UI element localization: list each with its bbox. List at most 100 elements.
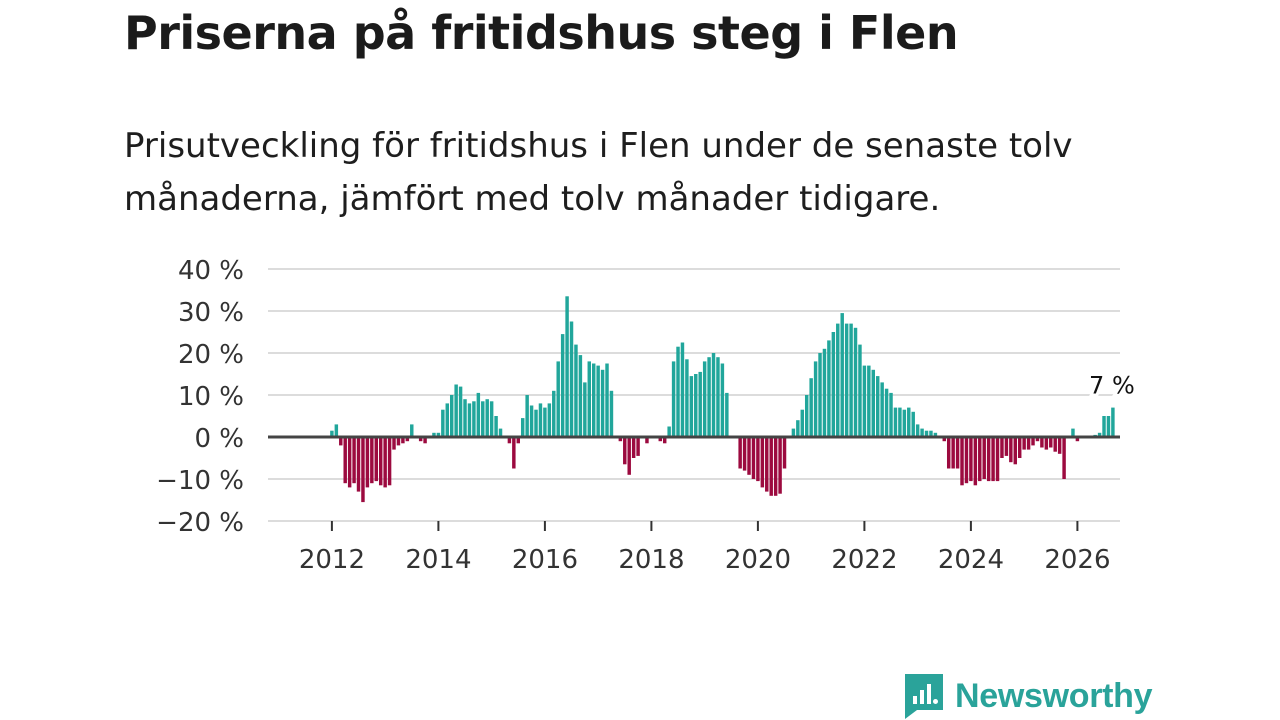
bar	[809, 378, 813, 437]
bar	[352, 437, 356, 484]
bar	[986, 437, 991, 482]
bar	[605, 363, 609, 437]
bar	[849, 323, 853, 437]
y-tick-label: 0 %	[194, 424, 244, 454]
bar	[867, 365, 871, 437]
bar	[472, 401, 476, 437]
labels: 40 % 30 % 20 % 10 % 0 % −10 % −20 % 2012 2014 201…	[156, 256, 1138, 575]
bar	[405, 437, 410, 442]
bar	[534, 409, 538, 437]
bar	[609, 390, 614, 437]
bar	[578, 355, 583, 437]
bar	[973, 437, 978, 486]
bar	[778, 437, 782, 494]
bar	[441, 409, 445, 437]
bar	[1053, 437, 1057, 452]
bar	[875, 376, 880, 437]
bar	[946, 437, 951, 469]
y-tick-label: −10 %	[156, 466, 244, 496]
bar	[347, 437, 352, 488]
bar	[991, 437, 995, 482]
bar	[569, 321, 574, 437]
bar	[1071, 428, 1075, 437]
bar	[392, 437, 396, 450]
bar	[596, 365, 600, 437]
bar	[827, 340, 831, 437]
bar	[520, 418, 525, 437]
bar	[702, 361, 707, 437]
bar	[498, 428, 503, 437]
bar	[378, 437, 383, 486]
bar	[374, 437, 378, 482]
bar	[964, 437, 969, 484]
bar	[423, 437, 427, 444]
bar	[893, 407, 898, 437]
chart-subtitle: Prisutveckling för fritidshus i Flen und…	[124, 126, 1073, 219]
bar	[898, 407, 902, 437]
bar	[804, 395, 809, 437]
bar	[618, 437, 623, 442]
chart-title: Priserna på fritidshus steg i Flen	[124, 6, 959, 60]
bar	[720, 363, 725, 437]
bar	[1026, 437, 1031, 450]
bar	[884, 388, 889, 437]
y-tick-label: 20 %	[178, 340, 244, 370]
bar	[680, 342, 685, 437]
y-tick-label: 10 %	[178, 382, 244, 412]
bar	[334, 424, 339, 437]
bar	[489, 401, 494, 437]
bar	[725, 392, 729, 437]
bar	[907, 407, 911, 437]
bar	[840, 313, 844, 437]
x-tick-label: 2022	[831, 545, 897, 575]
bar	[445, 403, 449, 437]
bar	[623, 437, 627, 465]
bar	[822, 348, 827, 437]
bar	[658, 437, 662, 442]
bar	[476, 392, 481, 437]
grid-lines	[268, 268, 1120, 522]
bar	[1031, 437, 1035, 446]
bar	[662, 437, 667, 444]
bar	[463, 399, 467, 437]
bar	[924, 430, 929, 437]
bar	[853, 327, 858, 437]
bars	[330, 296, 1115, 503]
bar	[1106, 416, 1111, 437]
bar	[1004, 437, 1009, 456]
bar	[343, 437, 347, 484]
bar	[880, 382, 884, 437]
bar	[942, 437, 946, 442]
bar	[760, 437, 765, 488]
bar	[365, 437, 370, 488]
x-tick-label: 2026	[1044, 545, 1110, 575]
bar	[1057, 437, 1062, 454]
bar	[361, 437, 365, 503]
bar	[951, 437, 955, 469]
y-tick-label: 40 %	[178, 256, 244, 286]
bar	[1040, 437, 1044, 448]
bar	[978, 437, 982, 482]
x-tick-label: 2024	[938, 545, 1004, 575]
brand-logo[interactable]: Newsworthy	[903, 672, 1153, 720]
bar	[583, 382, 587, 437]
bar	[889, 392, 893, 437]
newsworthy-logo-icon	[905, 674, 943, 719]
bar	[1111, 407, 1115, 437]
bar	[516, 437, 520, 444]
bar	[565, 296, 569, 437]
bar	[436, 432, 441, 437]
bar	[676, 346, 680, 437]
bar	[529, 405, 534, 437]
x-tick-label: 2018	[618, 545, 684, 575]
bar	[1017, 437, 1022, 458]
x-tick-label: 2014	[405, 545, 471, 575]
axes	[268, 435, 1120, 531]
bar	[871, 369, 875, 437]
bar	[1049, 437, 1053, 448]
bar	[538, 403, 543, 437]
bar	[587, 361, 591, 437]
bar	[636, 437, 640, 456]
bar	[1044, 437, 1049, 450]
